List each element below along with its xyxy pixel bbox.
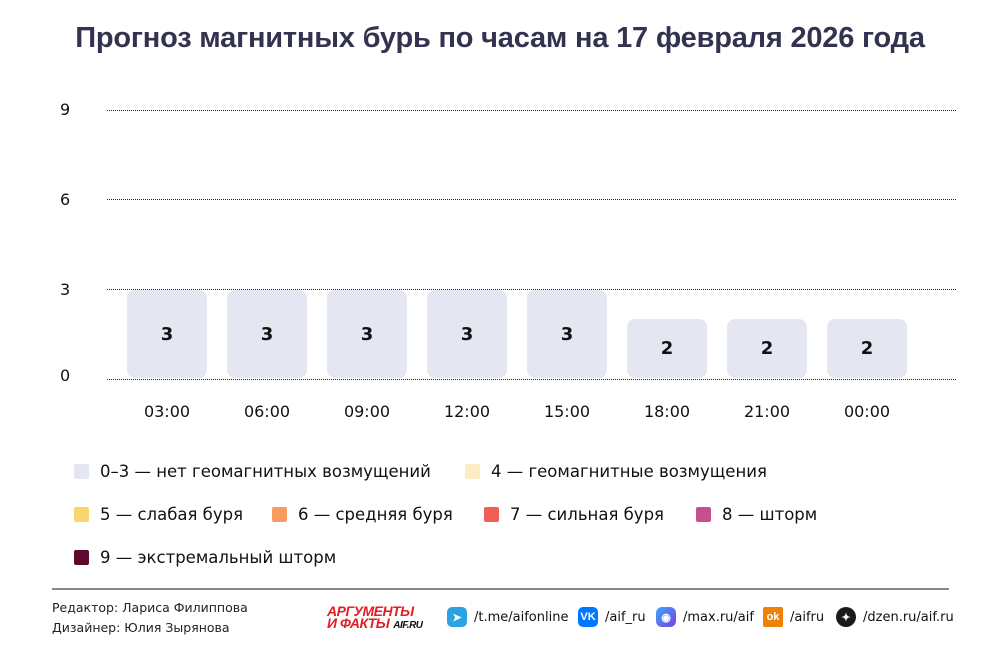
gridline [107,379,956,380]
legend-label: 0–3 — нет геомагнитных возмущений [100,462,431,481]
y-tick: 9 [60,100,71,119]
bar: 3 [327,290,407,378]
legend-swatch [465,464,480,479]
legend-label: 9 — экстремальный шторм [100,548,337,567]
vk-icon: VK [578,607,598,627]
max-icon: ◉ [656,607,676,627]
logo-line2: И ФАКТЫ [327,615,390,631]
x-tick: 18:00 [643,402,691,421]
x-tick: 15:00 [543,402,591,421]
footer-divider [52,588,949,590]
social-label: /max.ru/aif [683,609,754,625]
x-tick: 12:00 [443,402,491,421]
y-tick: 6 [60,190,71,209]
legend-item: 7 — сильная буря [484,505,664,524]
legend-label: 7 — сильная буря [510,505,664,524]
legend-label: 6 — средняя буря [298,505,453,524]
legend-swatch [74,464,89,479]
logo-line1: АРГУМЕНТЫ [327,603,414,619]
legend-swatch [272,507,287,522]
gridline [107,110,956,111]
bar: 2 [627,319,707,378]
social-max[interactable]: ◉ /max.ru/aif [656,607,754,627]
social-label: /aifru [790,609,825,625]
legend-swatch [484,507,499,522]
legend-item: 4 — геомагнитные возмущения [465,462,767,481]
legend-swatch [696,507,711,522]
social-dzen[interactable]: ✦ /dzen.ru/aif.ru [836,607,954,627]
social-label: /dzen.ru/aif.ru [863,609,954,625]
bar: 3 [227,290,307,378]
bar: 2 [727,319,807,378]
social-ok[interactable]: ok /aifru [763,607,824,627]
social-label: /aif_ru [605,609,646,625]
bar-chart: 9 6 3 0 3 3 3 3 3 2 2 2 03:00 06:00 09:0… [60,100,956,421]
aif-logo: АРГУМЕНТЫ И ФАКТЫ AIF.RU [327,603,437,631]
x-tick: 00:00 [843,402,891,421]
x-tick: 09:00 [343,402,391,421]
chart-title: Прогноз магнитных бурь по часам на 17 фе… [75,22,925,54]
designer-credit: Дизайнер: Юлия Зырянова [52,620,230,635]
dzen-icon: ✦ [836,607,856,627]
credits: Редактор: Лариса Филиппова Дизайнер: Юли… [52,598,248,638]
gridline [107,199,956,200]
x-tick: 06:00 [243,402,291,421]
legend-swatch [74,550,89,565]
logo-site: AIF.RU [393,620,423,631]
legend-item: 9 — экстремальный шторм [74,548,336,567]
gridline [107,289,956,290]
legend-item: 8 — шторм [696,505,817,524]
y-tick: 0 [60,366,71,385]
bar: 3 [127,290,207,378]
ok-icon: ok [763,607,783,627]
bar: 3 [527,290,607,378]
editor-credit: Редактор: Лариса Филиппова [52,600,248,615]
social-label: /t.me/aifonline [474,609,569,625]
legend-label: 4 — геомагнитные возмущения [491,462,767,481]
legend-label: 5 — слабая буря [100,505,244,524]
legend-swatch [74,507,89,522]
bar: 2 [827,319,907,378]
social-telegram[interactable]: ➤ /t.me/aifonline [447,607,568,627]
legend-label: 8 — шторм [722,505,818,524]
telegram-icon: ➤ [447,607,467,627]
legend-item: 5 — слабая буря [74,505,243,524]
y-tick: 3 [60,280,71,299]
social-vk[interactable]: VK /aif_ru [578,607,646,627]
x-tick: 03:00 [143,402,191,421]
legend-item: 0–3 — нет геомагнитных возмущений [74,462,431,481]
legend-item: 6 — средняя буря [272,505,453,524]
bar: 3 [427,290,507,378]
x-tick: 21:00 [743,402,791,421]
